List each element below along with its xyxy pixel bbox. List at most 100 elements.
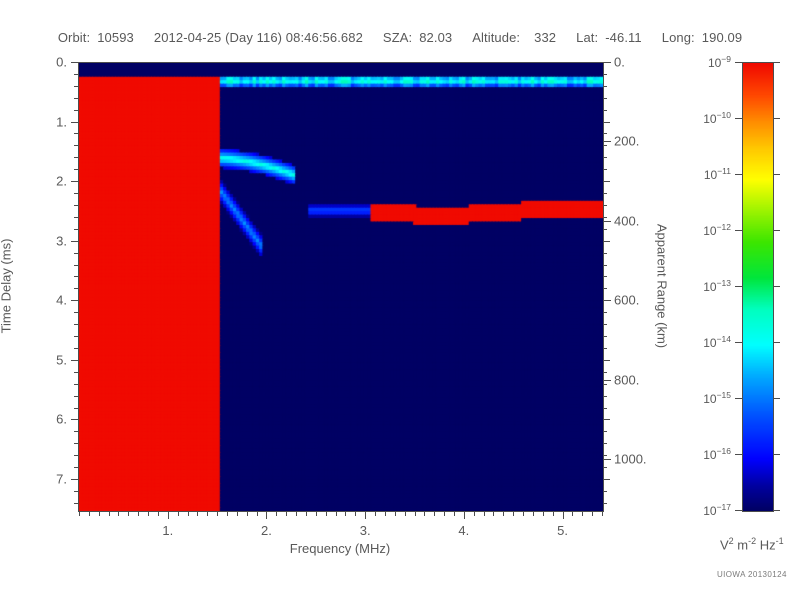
units-m-exp: -2 <box>748 536 757 546</box>
axis-tick <box>773 62 780 63</box>
y2-tick-label: 0. <box>614 54 625 70</box>
axis-tick <box>74 169 78 171</box>
axis-tick <box>71 62 78 63</box>
axis-tick <box>296 511 298 516</box>
axis-tick <box>562 511 564 519</box>
axis-tick <box>603 169 607 171</box>
axis-tick <box>493 511 495 516</box>
units-m: m <box>733 537 749 553</box>
units-v: V <box>720 537 729 553</box>
axis-tick <box>773 118 780 119</box>
y2-tick-label: 1000. <box>614 451 647 467</box>
axis-tick <box>773 342 780 343</box>
axis-tick <box>74 216 78 218</box>
axis-tick <box>74 395 78 397</box>
x-tick-label: 4. <box>458 523 470 538</box>
axis-tick <box>266 511 268 519</box>
y2-tick-label: 400. <box>614 213 640 229</box>
axis-tick <box>74 336 78 338</box>
axis-tick <box>108 511 110 516</box>
axis-tick <box>603 443 607 445</box>
axis-tick <box>603 141 611 143</box>
colorbar-tick-label: 10−17 <box>703 502 731 518</box>
axis-tick <box>603 419 610 421</box>
axis-tick <box>592 511 594 516</box>
long-label: Long: <box>661 30 695 45</box>
axis-tick <box>98 511 100 516</box>
axis-tick <box>74 157 78 159</box>
axis-tick <box>187 511 189 516</box>
axis-tick <box>71 359 78 361</box>
axis-tick <box>532 511 534 516</box>
axis-tick <box>603 383 607 385</box>
axis-tick <box>603 181 610 183</box>
axis-tick <box>773 230 780 231</box>
observation-datetime: 2012-04-25 (Day 116) 08:46:56.682 <box>153 30 363 45</box>
axis-tick <box>735 118 742 119</box>
axis-tick <box>603 336 607 338</box>
axis-tick <box>603 459 611 461</box>
axis-tick <box>603 324 607 326</box>
sza-label: SZA: <box>382 30 413 45</box>
axis-tick <box>503 511 505 516</box>
y2-tick-label: 600. <box>614 292 640 308</box>
axis-tick <box>603 312 607 314</box>
axis-tick <box>227 511 228 516</box>
axis-tick <box>603 288 607 290</box>
y-tick-label: 5. <box>56 352 67 368</box>
y-tick-label: 3. <box>56 233 67 249</box>
axis-tick <box>286 511 288 516</box>
axis-tick <box>603 359 610 361</box>
axis-tick <box>603 395 607 397</box>
axis-tick <box>603 467 607 469</box>
axis-tick <box>603 300 611 302</box>
axis-tick <box>603 73 607 75</box>
axis-tick <box>74 371 78 373</box>
axis-tick <box>773 510 780 511</box>
colorbar-tick-label: 10−12 <box>703 222 731 238</box>
axis-tick <box>513 511 515 516</box>
spectrogram-plot-area <box>78 62 604 512</box>
axis-tick <box>735 62 742 63</box>
axis-tick <box>71 181 78 183</box>
axis-tick <box>74 324 78 326</box>
axis-tick <box>603 85 607 87</box>
axis-tick <box>74 145 78 147</box>
axis-tick <box>384 511 386 516</box>
y-tick-label: 4. <box>56 292 67 308</box>
axis-tick <box>463 511 465 519</box>
y-axis-title: Time Delay (ms) <box>0 238 14 334</box>
colorbar-tick-label: 10−15 <box>703 390 731 406</box>
axis-tick <box>603 145 607 147</box>
axis-tick <box>375 511 377 516</box>
axis-tick <box>74 109 78 111</box>
axis-tick <box>74 193 78 195</box>
y-tick-label: 1. <box>56 114 67 130</box>
colorbar-tick-label: 10−9 <box>707 54 731 70</box>
axis-tick <box>325 511 327 516</box>
axis-tick <box>74 490 78 492</box>
axis-tick <box>394 511 396 516</box>
axis-tick <box>483 511 485 516</box>
altitude-value: 332 <box>534 30 557 45</box>
axis-tick <box>71 121 78 123</box>
lat-label: Lat: <box>576 30 599 45</box>
axis-tick <box>735 174 742 175</box>
axis-tick <box>157 511 159 516</box>
long-value: 190.09 <box>701 30 743 45</box>
axis-tick <box>735 342 742 343</box>
colorbar-units-label: V2 m-2 Hz-1 <box>720 536 800 552</box>
axis-tick <box>207 511 209 516</box>
spectrogram-image <box>79 63 603 511</box>
axis-tick <box>404 511 406 516</box>
y2-tick-label: 800. <box>614 372 640 388</box>
axis-tick <box>603 204 607 206</box>
axis-tick <box>414 511 416 516</box>
axis-tick <box>74 431 78 433</box>
y2-tick-label: 200. <box>614 133 640 149</box>
axis-tick <box>74 347 78 349</box>
axis-tick <box>735 230 742 231</box>
axis-tick <box>128 511 130 516</box>
axis-tick <box>603 109 607 111</box>
